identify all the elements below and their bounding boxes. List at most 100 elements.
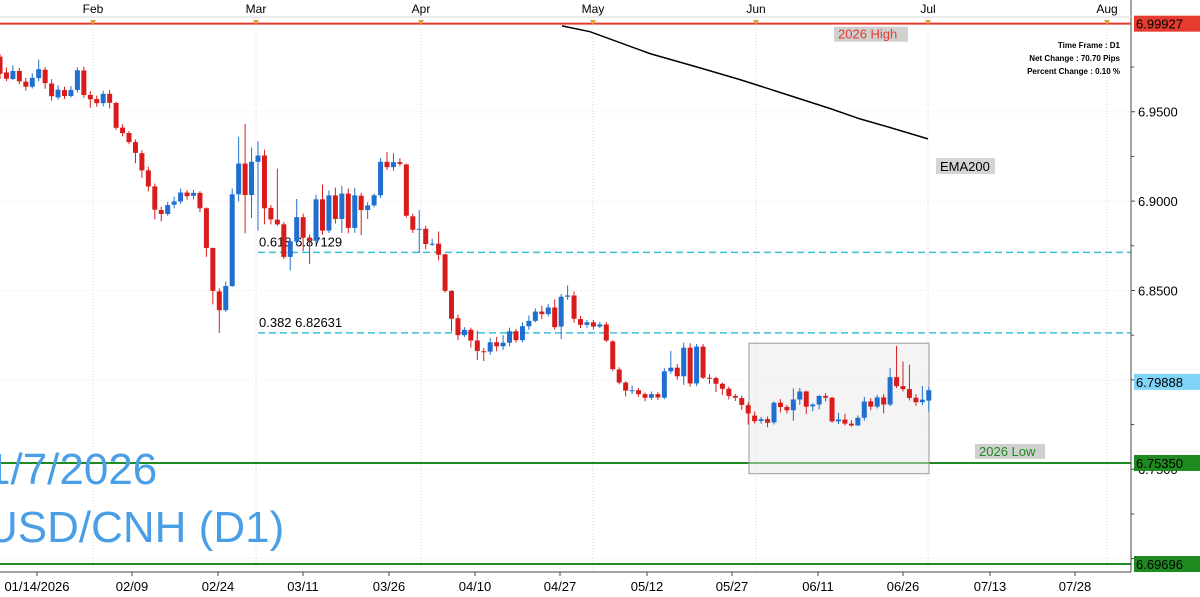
candle-body-down	[623, 382, 629, 391]
candle-body-down	[713, 378, 719, 384]
candle-body-down	[868, 401, 874, 407]
candle-body-down	[403, 164, 409, 216]
horizontal-levels: 2026 High 2026 Low	[0, 22, 1131, 566]
date-label: 05/12	[631, 579, 664, 594]
candle-body-down	[332, 195, 338, 219]
candle-body-down	[745, 405, 751, 414]
candle-body-up	[816, 395, 822, 405]
candle-body-up	[629, 390, 635, 392]
candle-body-down	[81, 70, 87, 95]
high-label-bg	[834, 26, 908, 42]
candle-body-up	[861, 401, 867, 418]
candle-body-down	[442, 254, 448, 291]
candle-body-up	[597, 324, 603, 327]
month-label: Feb	[83, 2, 104, 16]
ema200-label: EMA200	[940, 159, 990, 174]
candle-body-down	[410, 216, 416, 230]
candle-body-down	[197, 192, 203, 209]
candle-body-down	[777, 402, 783, 408]
price-axis-bg	[1131, 0, 1200, 597]
candle-body-down	[145, 170, 151, 187]
candle-body-down	[881, 397, 887, 405]
ema200-label-bg	[936, 158, 995, 174]
candle-body-up	[294, 217, 300, 242]
candle-body-up	[668, 367, 674, 372]
date-label: 04/10	[459, 579, 492, 594]
price-tick-label: 6.9500	[1138, 105, 1178, 120]
candle-body-up	[429, 243, 435, 245]
candle-body-down	[126, 133, 132, 143]
candle-body-down	[765, 419, 771, 423]
date-label: 07/13	[974, 579, 1007, 594]
info-line: Net Change : 70.70 Pips	[1029, 54, 1120, 63]
candle-body-up	[797, 391, 803, 400]
candle-body-down	[906, 389, 912, 398]
candle-body-down	[113, 102, 119, 128]
month-marker	[253, 20, 259, 25]
candle-body-up	[771, 402, 777, 423]
candle-body-down	[23, 81, 29, 87]
candle-body-down	[345, 193, 351, 228]
date-label: 02/24	[202, 579, 235, 594]
low-label-bg	[975, 443, 1045, 459]
candle-body-up	[371, 195, 377, 206]
candle-body-down	[571, 295, 577, 319]
candle-body-down	[900, 386, 906, 390]
candle-body-up	[758, 419, 764, 421]
candle-body-up	[313, 199, 319, 241]
candle-body-down	[578, 319, 583, 325]
candle-body-up	[461, 329, 467, 336]
candle-body-down	[474, 340, 480, 351]
candle-body-up	[10, 70, 16, 80]
month-label: Jul	[920, 2, 935, 16]
candle-body-down	[687, 347, 693, 384]
candle-body-down	[455, 318, 461, 336]
candle-body-up	[390, 162, 396, 168]
candle-body-up	[681, 347, 687, 377]
candle-body-down	[481, 351, 487, 353]
candle-body-down	[307, 237, 313, 241]
candle-body-down	[803, 391, 809, 407]
month-marker	[753, 20, 759, 25]
date-label: 01/14/2026	[4, 579, 69, 594]
candle-body-up	[661, 371, 667, 398]
candle-body-up	[558, 296, 564, 327]
candle-body-down	[894, 377, 900, 387]
month-label: Aug	[1096, 2, 1117, 16]
month-label: Mar	[246, 2, 267, 16]
price-tick-label: 6.8500	[1138, 283, 1178, 298]
candle-body-up	[255, 155, 261, 162]
candle-body-up	[565, 295, 571, 297]
info-box: Time Frame : D1 Net Change : 70.70 Pips Pe…	[1027, 41, 1120, 76]
candle-body-up	[855, 417, 861, 426]
fib-label: 0.618 6.87129	[259, 234, 342, 249]
candle-body-down	[913, 397, 919, 403]
fib-label: 0.382 6.82631	[259, 315, 342, 330]
candle-body-down	[732, 395, 738, 398]
candle-body-down	[210, 247, 216, 291]
candle-body-up	[532, 311, 538, 321]
lower-level-price-tag-bg	[1134, 556, 1200, 573]
candle-body-down	[152, 186, 158, 210]
candle-body-down	[842, 419, 848, 424]
date-label: 02/09	[116, 579, 149, 594]
candle-body-down	[739, 398, 745, 405]
low-price-tag: 6.75350	[1136, 456, 1183, 471]
candle-body-down	[700, 346, 706, 378]
candle-body-down	[281, 224, 287, 257]
candle-body-down	[655, 394, 661, 398]
current-price-tag-bg	[1134, 373, 1200, 390]
ema200-label-group: EMA200	[936, 158, 995, 174]
symbol-watermark: USD/CNH (D1)	[0, 503, 285, 552]
candle-body-down	[468, 329, 474, 341]
month-marker	[418, 20, 424, 25]
candle-body-up	[887, 377, 893, 405]
date-label: 05/27	[716, 579, 749, 594]
candle-body-down	[829, 397, 835, 422]
low-label: 2026 Low	[979, 444, 1036, 459]
candle-body-down	[203, 208, 209, 248]
ema200-line	[561, 25, 929, 140]
candle-body-down	[139, 153, 145, 171]
candle-body-up	[171, 201, 177, 205]
